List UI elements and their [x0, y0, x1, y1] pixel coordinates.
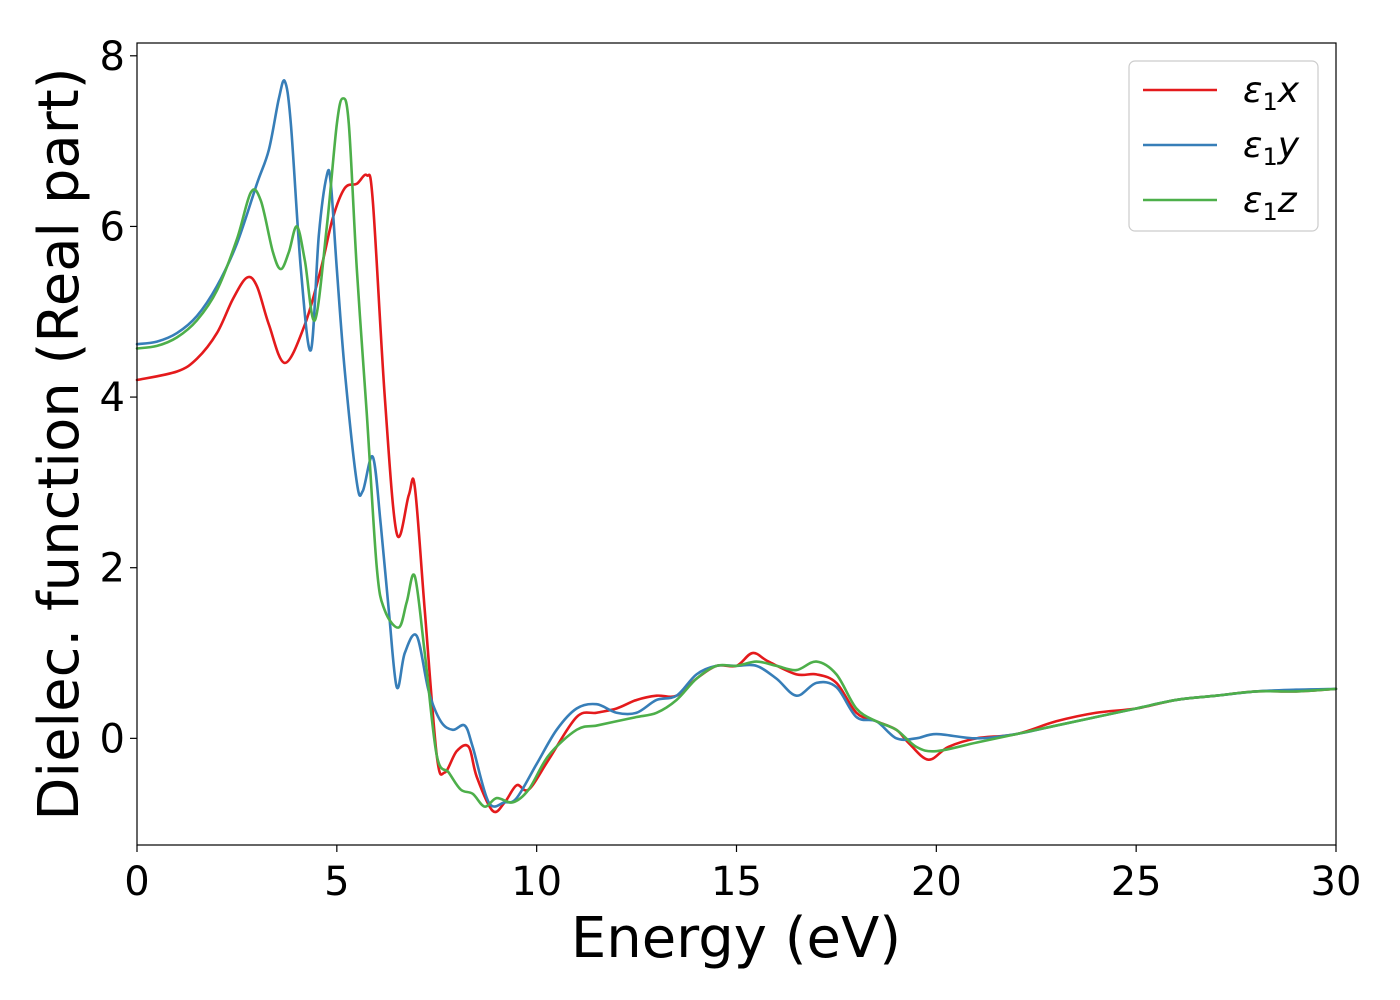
legend-label-y: ε1y — [1243, 125, 1300, 171]
y-axis: 0 2 4 6 8 — [100, 34, 137, 762]
y-tick-label: 8 — [100, 34, 125, 80]
x-axis-label: Energy (eV) — [571, 906, 901, 971]
y-tick-label: 2 — [100, 546, 125, 592]
legend-box — [1128, 60, 1319, 232]
x-tick-label: 20 — [911, 859, 962, 905]
legend-label-z: ε1z — [1243, 180, 1298, 226]
x-tick-label: 10 — [511, 859, 562, 905]
y-tick-label: 6 — [100, 204, 125, 250]
legend: ε1x ε1y ε1z — [1128, 60, 1319, 232]
x-tick-label: 30 — [1311, 859, 1362, 905]
series-layer — [135, 79, 1338, 814]
legend-label-x: ε1x — [1243, 70, 1300, 116]
y-axis-label: Dielec. function (Real part) — [27, 67, 92, 820]
y-tick-label: 0 — [100, 716, 125, 762]
x-tick-label: 5 — [324, 859, 349, 905]
series-line-z — [135, 97, 1338, 808]
x-tick-label: 0 — [124, 859, 149, 905]
x-tick-label: 15 — [711, 859, 762, 905]
x-axis: 0 5 10 15 20 25 30 — [124, 845, 1361, 905]
y-tick-label: 4 — [100, 375, 125, 421]
x-tick-label: 25 — [1111, 859, 1162, 905]
